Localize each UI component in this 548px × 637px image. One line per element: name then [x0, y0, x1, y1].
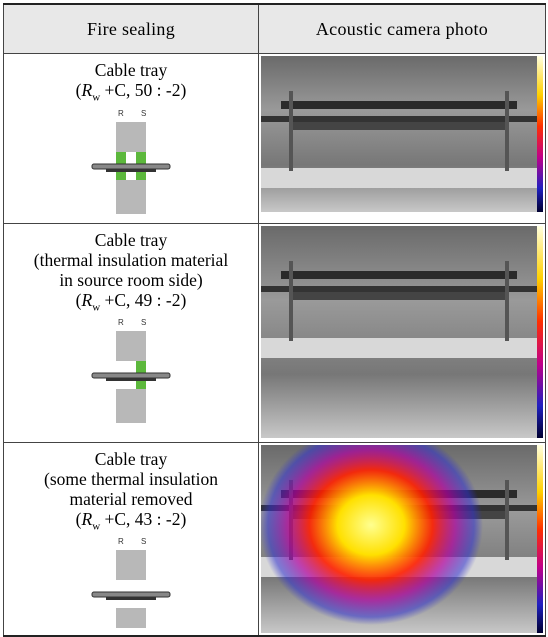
- line: Cable tray: [4, 60, 258, 80]
- description: Cable tray (thermal insulation material …: [4, 224, 258, 318]
- acoustic-photo: [261, 226, 543, 438]
- text: +C, 43 : -2): [100, 509, 186, 529]
- text: +C, 49 : -2): [100, 290, 186, 310]
- row: Cable tray (Rw +C, 50 : -2) R S: [4, 54, 546, 224]
- rating: (Rw +C, 49 : -2): [4, 290, 258, 318]
- header-row: Fire sealing Acoustic camera photo: [4, 4, 546, 54]
- header-cell: Fire sealing: [4, 4, 259, 54]
- line: in source room side): [4, 270, 258, 290]
- description: Cable tray (Rw +C, 50 : -2): [4, 54, 258, 108]
- diagram: R S: [86, 108, 176, 218]
- header-cell: Acoustic camera photo: [259, 4, 546, 54]
- diagram: R S: [86, 536, 176, 628]
- symbol: R: [81, 509, 92, 529]
- photo-cell: [259, 54, 546, 224]
- subscript: w: [92, 520, 100, 532]
- rating: (Rw +C, 50 : -2): [4, 80, 258, 108]
- line: (some thermal insulation: [4, 469, 258, 489]
- comparison-table: Fire sealing Acoustic camera photo Cable…: [3, 3, 546, 637]
- line: Cable tray: [4, 449, 258, 469]
- label: S: [141, 109, 146, 118]
- photo-cell: [259, 442, 546, 636]
- description: Cable tray (some thermal insulation mate…: [4, 443, 258, 537]
- label: S: [141, 318, 146, 327]
- subscript: w: [92, 92, 100, 104]
- label: R: [118, 318, 124, 327]
- line: Cable tray: [4, 230, 258, 250]
- diagram: R S: [86, 317, 176, 427]
- row: Cable tray (thermal insulation material …: [4, 223, 546, 442]
- row: Cable tray (some thermal insulation mate…: [4, 442, 546, 636]
- symbol: R: [81, 290, 92, 310]
- fire-sealing-cell: Cable tray (some thermal insulation mate…: [4, 442, 259, 636]
- line: material removed: [4, 489, 258, 509]
- symbol: R: [81, 80, 92, 100]
- photo-cell: [259, 223, 546, 442]
- acoustic-photo: [261, 56, 543, 212]
- line: (thermal insulation material: [4, 250, 258, 270]
- subscript: w: [92, 301, 100, 313]
- fire-sealing-cell: Cable tray (Rw +C, 50 : -2) R S: [4, 54, 259, 224]
- fire-sealing-cell: Cable tray (thermal insulation material …: [4, 223, 259, 442]
- text: +C, 50 : -2): [100, 80, 186, 100]
- label: S: [141, 537, 146, 546]
- label: R: [118, 537, 124, 546]
- rating: (Rw +C, 43 : -2): [4, 509, 258, 537]
- acoustic-photo: [261, 445, 543, 633]
- label: R: [118, 109, 124, 118]
